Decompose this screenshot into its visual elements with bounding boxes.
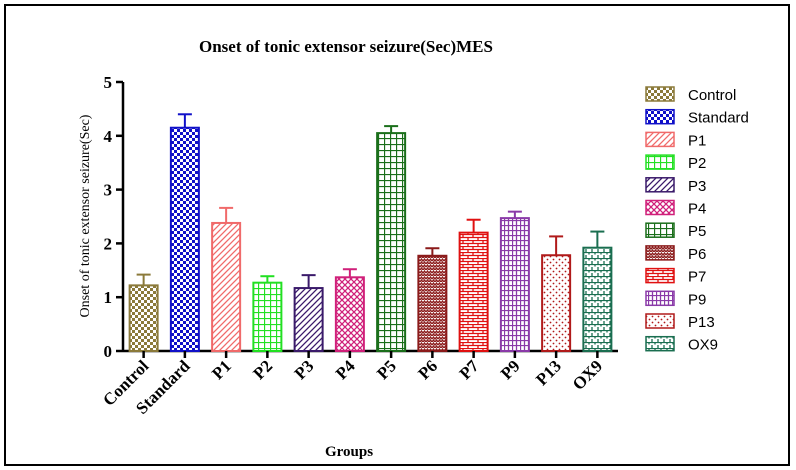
bar-p4 [334,276,365,353]
legend-label: P3 [688,178,706,195]
bar-p5 [376,132,407,352]
legend-swatch [645,108,675,125]
x-tick-label: P13 [532,356,565,389]
legend-label: P4 [688,201,706,218]
bar-p9 [499,217,530,352]
x-tick-label: P2 [249,356,276,383]
bar-control [128,284,159,353]
legend-swatch [645,154,675,170]
legend-label: P13 [688,314,715,331]
bar-p1 [211,221,242,352]
legend-swatch [645,245,675,261]
legend-label: P9 [688,291,706,308]
legend-swatch [645,199,675,216]
y-axis-label: Onset of tonic extensor seizure(Sec) [78,114,93,317]
legend-label: OX9 [688,337,718,354]
x-tick-label: OX9 [569,356,606,393]
legend-swatch [645,177,675,193]
bar-ox9 [582,246,613,352]
x-tick-label: P6 [414,356,441,383]
legend-swatch [645,335,675,352]
legend-swatch [645,267,675,284]
bar-p13 [541,254,572,352]
legend-label: Control [688,87,736,104]
y-tick-label: 1 [104,288,113,307]
x-tick-label: P3 [291,356,318,383]
legend-label: P1 [688,132,706,149]
legend-swatch [645,86,675,102]
x-tick-label: P7 [456,356,483,383]
legend-label: P7 [688,269,706,286]
legend-label: P5 [688,223,706,240]
x-axis-label: Groups [325,444,373,460]
chart-title: Onset of tonic extensor seizure(Sec)MES [199,37,493,56]
y-tick-label: 5 [104,73,113,92]
legend-swatch [645,313,675,329]
x-tick-label: P1 [208,356,235,383]
bar-p2 [252,281,283,353]
bar-p3 [293,287,324,352]
y-tick-label: 4 [104,127,113,146]
y-tick-label: 3 [104,181,113,200]
y-tick-label: 2 [104,234,113,253]
y-tick-label: 0 [104,342,113,361]
legend-swatch [645,290,675,307]
legend-label: Standard [688,110,749,127]
bar-p6 [417,254,448,352]
legend-swatch [645,222,675,238]
bar-p7 [458,231,489,352]
x-tick-label: P5 [373,356,400,383]
x-tick-label: P4 [332,356,359,383]
bar-standard [169,126,200,353]
legend-swatch [645,131,675,148]
legend-label: P6 [688,246,706,263]
legend-label: P2 [688,155,706,172]
x-tick-label: P9 [497,356,524,383]
